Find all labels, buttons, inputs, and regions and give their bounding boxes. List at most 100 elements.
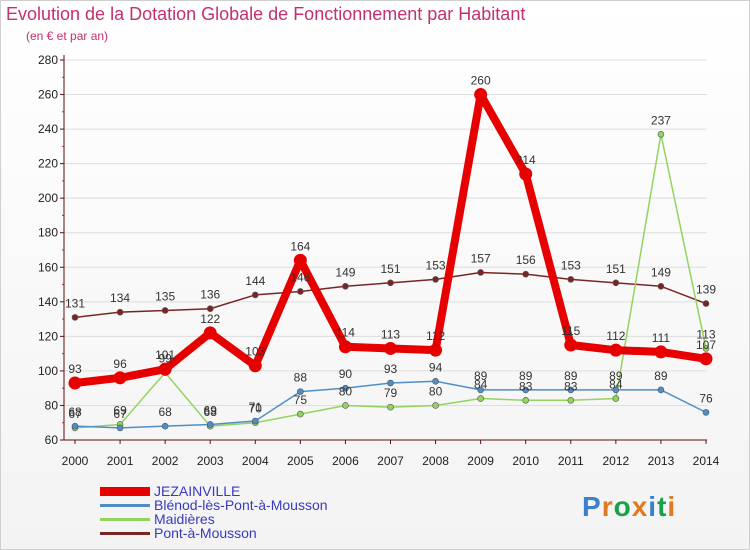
data-point-pont-mousson (387, 279, 394, 287)
data-label: 113 (381, 327, 400, 341)
series-group (68, 88, 713, 432)
data-label: 149 (335, 265, 355, 279)
y-tick-label: 60 (45, 433, 59, 447)
data-label: 157 (471, 251, 491, 265)
x-tick-label: 2009 (467, 454, 494, 468)
data-label: 113 (696, 327, 715, 341)
data-label: 70 (249, 402, 263, 416)
data-label: 115 (561, 324, 580, 338)
data-point-pont-mousson (432, 276, 439, 283)
data-point-bl-nod-l-s-pont-mousson (342, 384, 349, 392)
data-point-bl-nod-l-s-pont-mousson (522, 386, 530, 394)
data-point-pont-mousson (297, 288, 304, 295)
data-label: 112 (426, 329, 445, 343)
data-point-bl-nod-l-s-pont-mousson (71, 422, 79, 430)
data-point-bl-nod-l-s-pont-mousson (116, 424, 124, 432)
x-tick-label: 2002 (152, 454, 179, 468)
data-point-pont-mousson (116, 308, 124, 316)
data-point-pont-mousson (206, 305, 214, 313)
data-label: 75 (294, 393, 308, 407)
data-point-maidi-res (567, 396, 575, 404)
data-label: 68 (204, 405, 218, 419)
data-label: 139 (696, 283, 716, 297)
y-tick-label: 240 (38, 122, 58, 136)
data-point-maidi-res (477, 395, 484, 402)
data-point-jezainville (699, 352, 713, 366)
data-label: 134 (110, 291, 130, 305)
data-label: 93 (68, 362, 82, 376)
data-label: 89 (474, 369, 488, 383)
data-label: 146 (290, 270, 310, 284)
data-point-pont-mousson (342, 282, 349, 290)
data-label: 151 (380, 262, 400, 276)
data-point-jezainville (293, 253, 307, 267)
data-label: 112 (606, 329, 625, 343)
data-label: 103 (245, 345, 265, 359)
data-point-maidi-res (657, 130, 665, 138)
y-tick-label: 80 (45, 398, 59, 412)
y-tick-label: 120 (38, 329, 58, 343)
data-label: 101 (155, 348, 175, 362)
data-label: 135 (155, 289, 175, 303)
data-point-jezainville (384, 341, 397, 355)
grid-lines (64, 59, 707, 441)
data-label: 67 (68, 407, 82, 421)
data-point-jezainville (113, 371, 127, 385)
data-label: 84 (609, 378, 623, 392)
data-point-pont-mousson (161, 307, 169, 314)
data-point-pont-mousson (477, 269, 484, 276)
x-tick-label: 2011 (558, 454, 584, 468)
legend-swatch-blenod (100, 504, 150, 507)
brand-letter: i (648, 491, 658, 522)
data-point-jezainville (248, 359, 262, 373)
data-point-maidi-res (522, 396, 530, 404)
data-label: 107 (696, 338, 716, 352)
y-tick-label: 200 (38, 191, 58, 205)
data-label: 153 (561, 258, 581, 272)
data-label: 69 (204, 403, 218, 417)
data-point-bl-nod-l-s-pont-mousson (161, 422, 169, 430)
x-tick-label: 2004 (242, 454, 269, 468)
legend-swatch-maidieres (100, 518, 150, 521)
data-label: 111 (652, 331, 671, 345)
data-label: 149 (651, 265, 671, 279)
legend-label-pont-a-mousson: Pont-à-Mousson (154, 525, 257, 541)
data-point-bl-nod-l-s-pont-mousson (477, 386, 484, 394)
data-point-jezainville (654, 345, 668, 359)
data-point-bl-nod-l-s-pont-mousson (387, 379, 394, 387)
y-tick-label: 180 (38, 226, 58, 240)
data-label: 144 (245, 274, 265, 288)
data-label: 96 (113, 357, 127, 371)
data-label: 67 (113, 407, 127, 421)
data-label: 89 (609, 369, 623, 383)
data-point-maidi-res (342, 402, 349, 409)
data-label: 83 (564, 379, 578, 393)
x-tick-label: 2005 (287, 454, 314, 468)
x-tick-label: 2001 (107, 454, 134, 468)
y-tick-label: 260 (38, 88, 58, 102)
data-label: 89 (564, 369, 578, 383)
data-point-bl-nod-l-s-pont-mousson (657, 386, 665, 394)
data-label: 76 (699, 391, 713, 405)
data-label: 84 (474, 378, 488, 392)
data-point-pont-mousson (702, 300, 710, 307)
data-point-bl-nod-l-s-pont-mousson (297, 388, 304, 395)
y-tick-label: 280 (38, 53, 58, 67)
data-label: 237 (651, 113, 671, 127)
data-label: 69 (113, 403, 127, 417)
data-label: 260 (471, 74, 491, 88)
data-point-bl-nod-l-s-pont-mousson (567, 386, 575, 394)
data-point-pont-mousson (657, 282, 665, 290)
data-point-bl-nod-l-s-pont-mousson (206, 421, 214, 428)
data-point-pont-mousson (251, 291, 259, 299)
data-point-jezainville (609, 343, 623, 357)
x-tick-label: 2008 (422, 454, 449, 468)
data-label: 68 (158, 405, 172, 419)
data-label: 80 (429, 384, 443, 398)
data-label: 214 (516, 153, 536, 167)
data-point-bl-nod-l-s-pont-mousson (702, 409, 710, 416)
data-point-maidi-res (297, 410, 304, 418)
x-tick-label: 2014 (693, 454, 720, 468)
